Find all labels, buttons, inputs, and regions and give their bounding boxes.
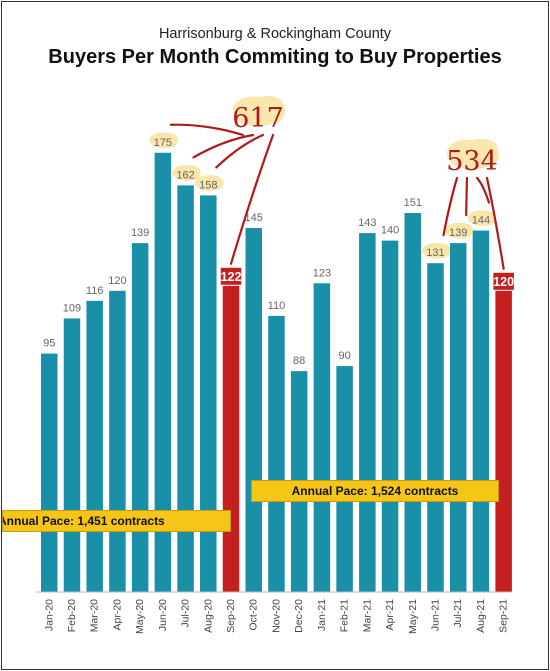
bar-jun-21 <box>427 263 444 592</box>
bar-mar-21 <box>359 233 376 592</box>
value-label-feb-21: 90 <box>338 350 350 362</box>
annotation-stroke <box>485 176 505 270</box>
value-label-sep-20: 122 <box>221 270 242 284</box>
value-label-jun-20: 175 <box>154 137 172 149</box>
x-tick-apr-20: Apr-20 <box>111 599 123 631</box>
chart-title: Buyers Per Month Commiting to Buy Proper… <box>48 46 502 68</box>
annotation-stroke <box>229 133 275 265</box>
x-tick-dec-20: Dec-20 <box>293 599 305 633</box>
value-label-mar-20: 116 <box>86 285 104 297</box>
bar-feb-20 <box>63 318 81 592</box>
bar-jan-21 <box>313 283 331 592</box>
x-tick-oct-20: Oct-20 <box>248 599 260 631</box>
bar-feb-21 <box>336 366 353 592</box>
bar-may-20 <box>131 243 149 593</box>
value-label-aug-20: 158 <box>199 179 217 191</box>
bar-may-21 <box>404 212 422 593</box>
bar-aug-20 <box>200 195 217 593</box>
x-tick-feb-20: Feb-20 <box>66 599 78 632</box>
value-label-may-20: 139 <box>131 227 149 239</box>
highlighter-mark <box>171 165 201 181</box>
annotation-total-0: 617 <box>232 103 284 134</box>
bar-sep-21 <box>495 290 512 592</box>
x-tick-apr-21: Apr-21 <box>384 599 396 631</box>
value-label-mar-21: 143 <box>358 217 376 229</box>
bar-jul-21 <box>449 243 467 593</box>
x-tick-aug-21: Aug-21 <box>475 599 487 633</box>
x-tick-jul-20: Jul-20 <box>180 599 192 628</box>
annual-pace-box-2020: Annual Pace: 1,451 contracts <box>2 510 231 532</box>
x-tick-jun-21: Jun-21 <box>429 599 441 631</box>
x-tick-nov-20: Nov-20 <box>270 599 282 633</box>
x-tick-jun-20: Jun-20 <box>157 599 169 631</box>
x-tick-sep-21: Sep-21 <box>498 599 510 633</box>
annotation-stroke <box>442 176 459 237</box>
value-label-sep-21: 120 <box>493 275 514 289</box>
x-tick-mar-21: Mar-21 <box>361 599 373 632</box>
value-label-bg <box>220 267 242 285</box>
value-label-jan-20: 95 <box>43 338 55 350</box>
x-tick-feb-21: Feb-21 <box>339 599 351 632</box>
value-label-jul-20: 162 <box>176 169 194 181</box>
annotation-highlight <box>447 139 499 169</box>
bar-oct-20 <box>245 228 262 593</box>
annotation-stroke <box>192 133 255 159</box>
annotation-stroke <box>215 133 265 169</box>
bar-nov-20 <box>268 315 285 592</box>
value-label-apr-20: 120 <box>108 275 126 287</box>
value-label-jan-21: 123 <box>313 267 331 279</box>
bar-jan-20 <box>41 353 58 592</box>
chart-subtitle: Harrisonburg & Rockingham County <box>158 26 392 42</box>
annotation-total-1: 534 <box>446 146 498 177</box>
value-label-apr-21: 140 <box>381 225 399 237</box>
x-tick-jan-20: Jan-20 <box>43 599 55 631</box>
x-tick-jul-21: Jul-21 <box>452 599 464 628</box>
highlighter-mark <box>421 243 451 259</box>
highlighter-mark <box>148 132 178 149</box>
annual-pace-label-2020: Annual Pace: 1,451 contracts <box>2 514 165 528</box>
highlighter-mark <box>466 210 497 226</box>
value-label-oct-20: 145 <box>245 212 263 224</box>
x-tick-may-21: May-21 <box>407 599 419 634</box>
bar-mar-20 <box>86 300 103 592</box>
bar-sep-20 <box>222 285 240 592</box>
value-label-nov-20: 110 <box>268 300 286 312</box>
annotation-stroke <box>169 123 245 137</box>
annotation-highlight <box>233 96 285 126</box>
highlighter-mark <box>444 222 474 239</box>
value-label-aug-21: 144 <box>472 215 490 227</box>
highlighter-mark <box>194 175 224 191</box>
value-label-bg <box>493 272 514 290</box>
value-label-feb-20: 109 <box>63 302 81 314</box>
bar-aug-21 <box>472 230 490 592</box>
bar-jul-20 <box>177 185 194 592</box>
value-label-may-21: 151 <box>404 197 422 209</box>
bar-jun-20 <box>154 152 172 592</box>
annual-pace-box-2021: Annual Pace: 1,524 contracts <box>251 480 499 502</box>
annotation-stroke <box>465 176 469 217</box>
x-tick-jan-21: Jan-21 <box>316 599 328 631</box>
bar-apr-21 <box>381 240 399 592</box>
annotation-stroke <box>475 176 491 204</box>
x-tick-sep-20: Sep-20 <box>225 599 237 633</box>
x-tick-aug-20: Aug-20 <box>202 599 214 633</box>
bar-apr-20 <box>109 290 126 592</box>
x-tick-may-20: May-20 <box>134 599 146 634</box>
x-tick-mar-20: Mar-20 <box>89 599 101 632</box>
value-label-dec-20: 88 <box>293 355 305 367</box>
value-label-jul-21: 139 <box>449 227 467 239</box>
value-label-jun-21: 131 <box>426 247 444 259</box>
